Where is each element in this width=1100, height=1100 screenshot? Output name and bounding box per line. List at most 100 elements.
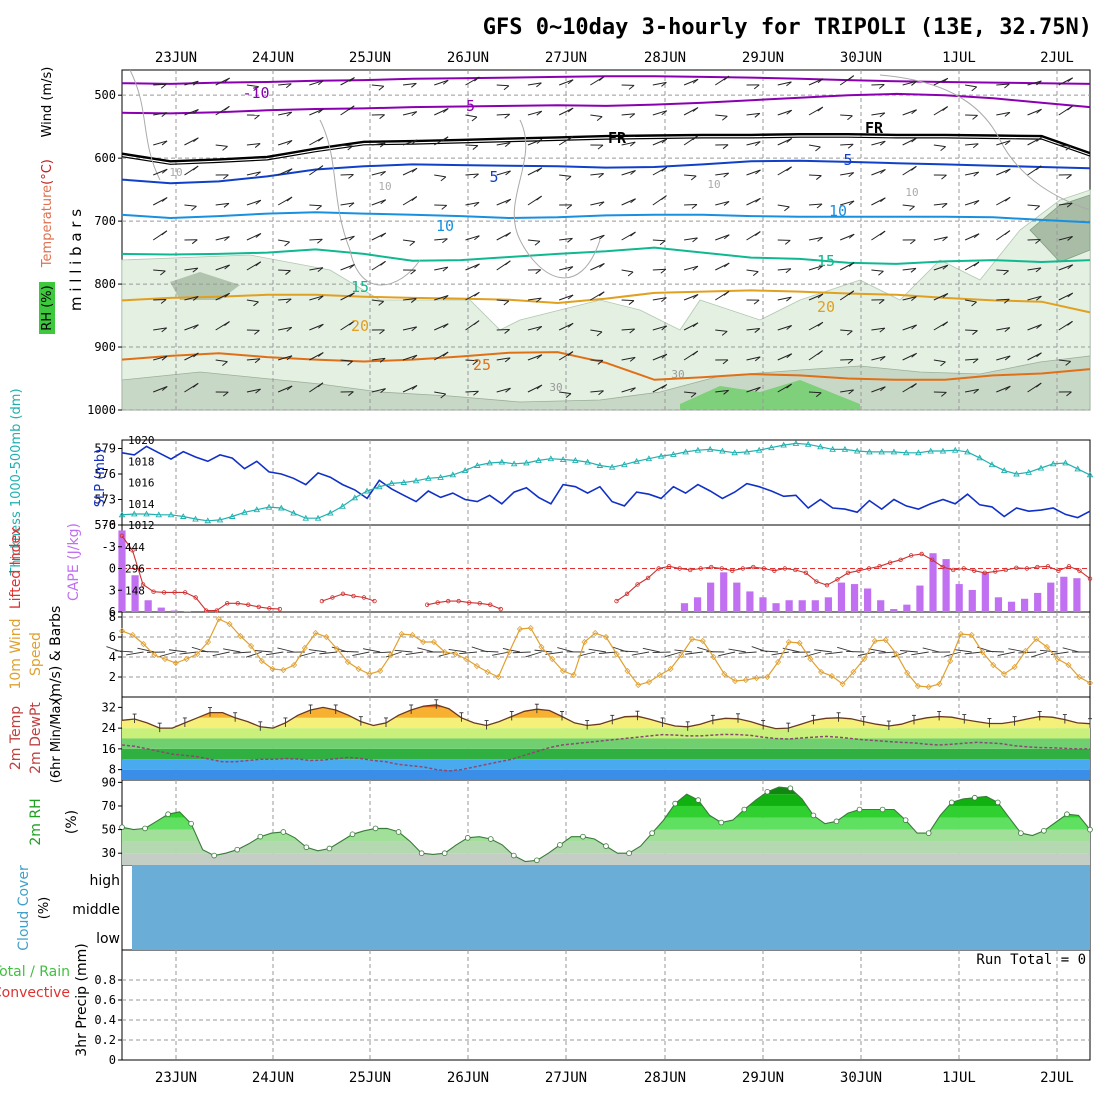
thickness-marker [988,461,996,468]
wind-barb-flag [505,232,511,237]
wind-barb-flag [911,165,917,171]
wind-barb-flag [567,294,574,300]
lifted-index-marker [424,602,430,607]
thickness-marker [817,443,824,450]
lifted-index-marker [835,577,840,582]
date-label-bottom: 2JUL [1040,1070,1074,1086]
wind-barb-flag [192,296,199,301]
wind-speed-marker [1086,679,1094,687]
wind-barb [1058,144,1071,147]
wind-barb-flag [722,359,729,365]
thickness-marker [216,516,224,523]
rh-band [122,829,1090,842]
thickness-marker [1074,465,1082,472]
wind-barb [153,83,167,86]
wind-barb [738,651,757,654]
wind-barb [371,299,384,302]
wind-barb [278,326,292,331]
wind-barb [465,173,479,176]
y-tick-label: 0.4 [94,1013,116,1027]
lifted-index-marker [761,566,767,571]
wind-barb [933,203,948,206]
wind-barb [480,650,499,653]
wind-barb [558,322,574,331]
wind-barb [559,237,573,241]
wind-barb [362,648,381,653]
wind-barb [683,294,699,301]
date-label-bottom: 1JUL [942,1070,976,1086]
wind-barb [997,651,1015,656]
wind-barb [417,647,435,653]
wind-barb-flag [380,388,386,394]
wind-speed-marker [570,671,577,679]
wind-barb [642,647,660,653]
wind-barb-flag [1065,361,1071,366]
wind-speed-marker [312,629,319,637]
isotherm-line [121,159,1091,185]
wind-barb-flag [692,107,699,112]
wind-barb [683,78,699,86]
rh-contour-line [879,74,1091,211]
slp-tick-label: 1020 [128,434,155,447]
wind-barb-flag [536,384,543,390]
cape-bar [157,607,165,612]
wind-barb-flag [316,205,322,211]
wind-speed-marker [237,632,244,640]
wind-barb [578,651,596,657]
wind-barb [664,651,682,658]
wind-barb-flag [503,300,510,306]
wind-barb [902,324,917,331]
wind-barb-flag [505,170,511,176]
y-tick-label: 900 [94,340,116,354]
wind-barb [840,143,854,146]
thickness-marker [608,463,616,470]
wind-barb [590,114,603,118]
wind-barb-flag [255,171,261,177]
wind-barb-flag [474,263,480,269]
thickness-marker [621,461,628,468]
wind-speed-marker [796,639,803,647]
wind-barb-flag [442,295,449,300]
wind-barb-flag [721,115,728,121]
wind-barb-flag [785,268,792,274]
wind-speed-marker [828,672,835,680]
wind-speed-marker [635,681,642,689]
wind-barb-flag [786,81,792,87]
wind-barb [527,239,540,242]
wind-barb-flag [786,166,792,172]
rh-marker [695,797,701,803]
lifted-index-marker [330,595,335,600]
y-tick-label: 8 [109,610,116,624]
wind-barb-flag [879,356,886,361]
rh-marker [211,852,217,859]
wind-barb [684,391,697,394]
wind-barb [652,268,666,271]
wind-barb [527,354,543,361]
lifted-index-marker [361,595,367,600]
wind-barb [746,386,761,393]
wind-barb [652,138,668,146]
wind-speed-marker [495,673,502,681]
wind-barb [402,326,417,331]
wind-barb-flag [971,301,977,307]
rh-marker [879,806,886,813]
wind-barb-flag [659,240,666,246]
wind-barb-flag [911,81,917,86]
wind-barb [496,113,510,116]
wind-speed-marker [420,638,427,646]
lifted-index-marker [340,591,346,597]
wind-barb-flag [192,382,199,388]
y-tick-label: 8 [109,763,116,777]
wind-barb [496,387,511,393]
wind-barb [438,651,456,657]
wind-barb-flag [815,392,822,398]
wind-barb [871,355,886,361]
temp-band [122,748,1090,760]
wind-barb [215,264,230,271]
wind-barb-flag [910,267,917,273]
thickness-marker [1000,467,1008,474]
wind-barb-flag [378,301,384,306]
wind-barb-flag [285,298,292,304]
wind-barb-flag [411,326,418,332]
date-label-top: 26JUN [447,50,489,66]
